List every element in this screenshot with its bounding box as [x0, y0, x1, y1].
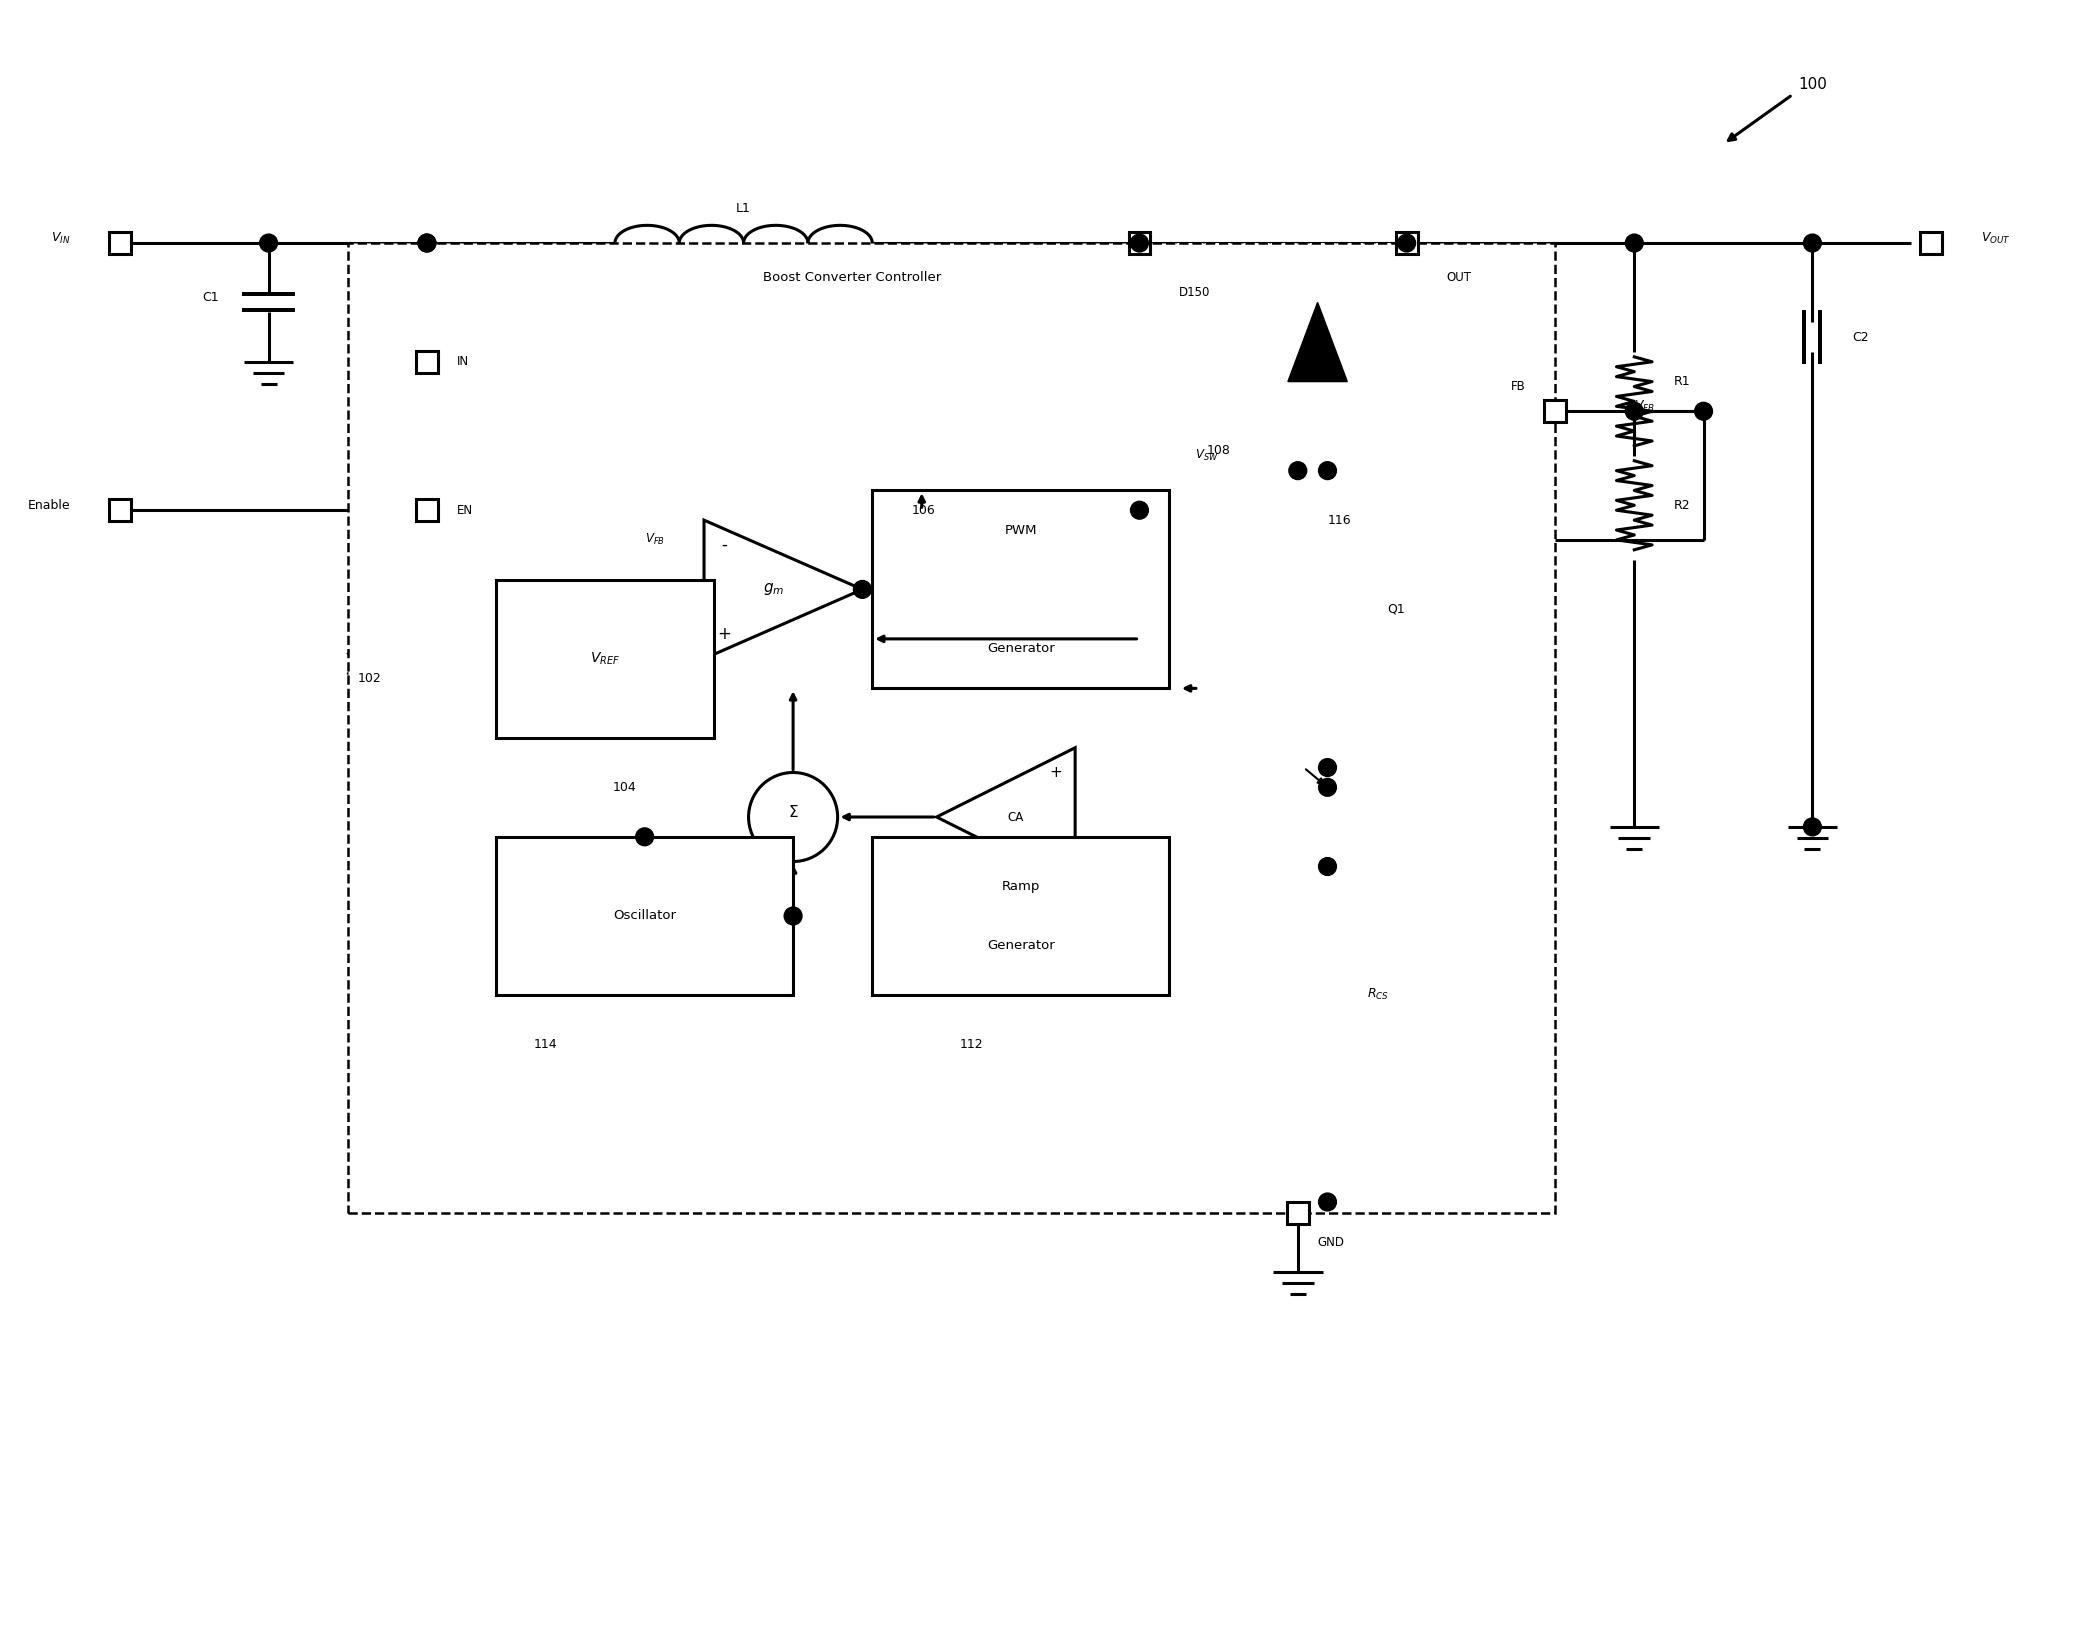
Bar: [1286, 1202, 1309, 1224]
Text: 106: 106: [911, 504, 936, 517]
Text: 100: 100: [1798, 77, 1827, 92]
Text: -: -: [720, 535, 726, 553]
Text: $R_{CS}$: $R_{CS}$: [1367, 987, 1390, 1002]
Circle shape: [1804, 234, 1821, 252]
Text: 112: 112: [959, 1038, 982, 1051]
Polygon shape: [1288, 303, 1346, 381]
Text: +: +: [716, 625, 730, 643]
Bar: [416, 499, 437, 521]
Text: -: -: [1053, 855, 1057, 869]
Circle shape: [418, 234, 435, 252]
Bar: [495, 579, 714, 738]
Circle shape: [1130, 501, 1149, 519]
Text: 108: 108: [1207, 444, 1230, 457]
Text: +: +: [1049, 764, 1061, 779]
Text: $V_{FB}$: $V_{FB}$: [645, 532, 664, 547]
Text: 116: 116: [1328, 514, 1351, 527]
Bar: [872, 491, 1170, 689]
Text: IN: IN: [456, 355, 468, 368]
Bar: [1921, 232, 1942, 254]
Text: CA: CA: [1007, 810, 1024, 823]
Text: L1: L1: [737, 201, 751, 214]
Circle shape: [1398, 234, 1415, 252]
Text: $V_{FB}$: $V_{FB}$: [1634, 399, 1654, 414]
Text: $V_{SW}$: $V_{SW}$: [1194, 449, 1219, 463]
Circle shape: [749, 773, 839, 861]
Text: D150: D150: [1180, 286, 1211, 300]
Text: 102: 102: [358, 671, 381, 684]
Text: $g_m$: $g_m$: [762, 581, 785, 598]
Text: Generator: Generator: [986, 642, 1055, 655]
Bar: [110, 232, 131, 254]
Text: 104: 104: [614, 781, 637, 794]
Bar: [1396, 232, 1417, 254]
Text: Q1: Q1: [1386, 602, 1405, 616]
Text: R2: R2: [1673, 499, 1690, 512]
Text: $V_{IN}$: $V_{IN}$: [52, 231, 71, 246]
Bar: [1170, 242, 1407, 471]
Bar: [495, 837, 793, 995]
Text: 114: 114: [535, 1038, 558, 1051]
Circle shape: [853, 581, 872, 598]
Text: $\Sigma$: $\Sigma$: [789, 804, 799, 820]
Text: C1: C1: [202, 291, 219, 304]
Circle shape: [1319, 779, 1336, 796]
Text: 110: 110: [1034, 920, 1057, 933]
Circle shape: [1130, 234, 1149, 252]
Text: $V_{OUT}$: $V_{OUT}$: [1981, 231, 2010, 246]
Text: GND: GND: [1317, 1236, 1344, 1249]
Text: FB: FB: [1511, 380, 1525, 393]
Bar: [1128, 232, 1151, 254]
Polygon shape: [936, 748, 1076, 886]
Text: Generator: Generator: [986, 940, 1055, 953]
Text: R1: R1: [1673, 375, 1690, 388]
Text: C2: C2: [1852, 331, 1869, 344]
Text: PWM: PWM: [1005, 524, 1036, 537]
Circle shape: [1319, 1193, 1336, 1211]
Text: OUT: OUT: [1446, 272, 1471, 285]
Text: Enable: Enable: [27, 499, 71, 512]
Circle shape: [785, 907, 801, 925]
Circle shape: [260, 234, 277, 252]
Circle shape: [1804, 818, 1821, 837]
Circle shape: [418, 234, 435, 252]
Text: Boost Converter Controller: Boost Converter Controller: [764, 272, 941, 285]
Circle shape: [1625, 234, 1644, 252]
Polygon shape: [703, 521, 862, 658]
Bar: [416, 350, 437, 373]
Circle shape: [1319, 858, 1336, 876]
Bar: [872, 837, 1170, 995]
Text: 1.24V: 1.24V: [651, 643, 685, 653]
Text: Ramp: Ramp: [1001, 879, 1040, 892]
Circle shape: [1694, 403, 1713, 421]
Circle shape: [635, 828, 653, 846]
Bar: [348, 242, 1555, 1213]
Circle shape: [1625, 403, 1644, 421]
Circle shape: [1319, 462, 1336, 480]
Bar: [1544, 401, 1567, 422]
Text: $V_{REF}$: $V_{REF}$: [591, 650, 620, 666]
Text: EN: EN: [456, 504, 472, 517]
Bar: [110, 499, 131, 521]
Circle shape: [1319, 758, 1336, 776]
Text: SW: SW: [1109, 272, 1130, 285]
Text: Oscillator: Oscillator: [614, 910, 676, 923]
Circle shape: [1288, 462, 1307, 480]
